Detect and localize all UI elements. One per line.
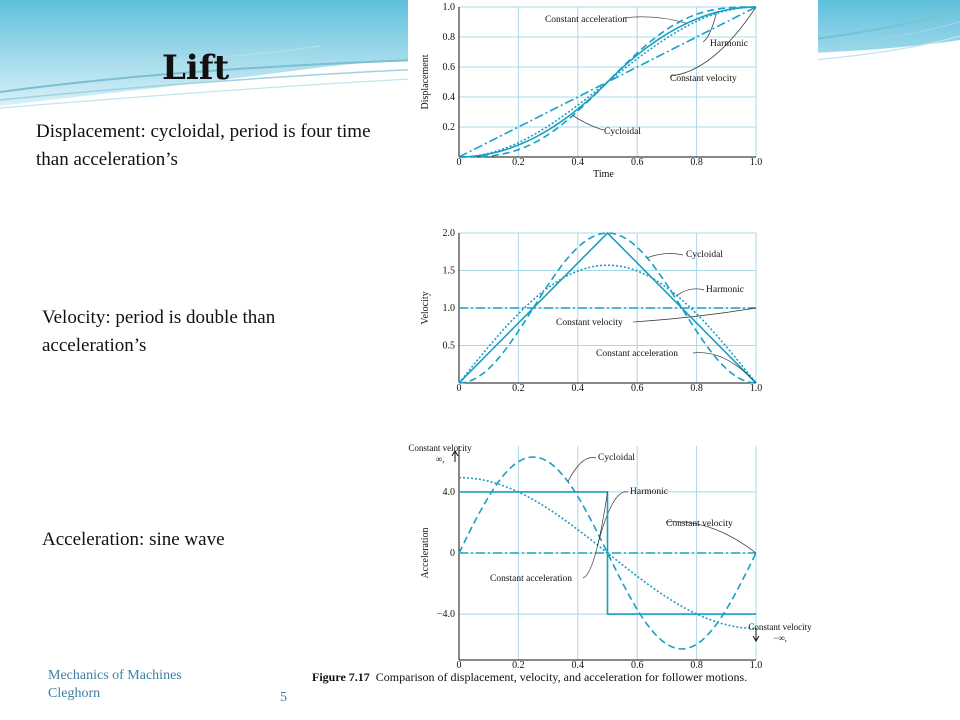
y-tick-label: 2.0 bbox=[443, 228, 456, 239]
x-tick-label: 0.8 bbox=[690, 383, 703, 394]
x-tick-label: 1.0 bbox=[750, 660, 763, 670]
y-tick-label: 0.8 bbox=[443, 32, 456, 43]
note-velocity: Velocity: period is double than accelera… bbox=[42, 307, 276, 356]
caption-label: Figure 7.17 bbox=[312, 670, 370, 684]
footer-author: Cleghorn bbox=[48, 686, 101, 701]
label-pointer bbox=[597, 491, 629, 546]
series-label: Cycloidal bbox=[686, 250, 723, 260]
arrow-down bbox=[752, 628, 760, 642]
caption-text: Comparison of displacement, velocity, an… bbox=[375, 670, 748, 684]
y-tick-label: 0.4 bbox=[443, 92, 456, 103]
arrow-up bbox=[451, 450, 459, 462]
label-pointer bbox=[582, 491, 608, 579]
x-tick-label: 0.8 bbox=[690, 157, 703, 168]
figure-background bbox=[408, 0, 818, 665]
x-tick-label: 0 bbox=[457, 157, 462, 168]
x-tick-label: 0.4 bbox=[572, 660, 585, 670]
x-tick-label: 0.2 bbox=[512, 157, 525, 168]
y-tick-label: 1.0 bbox=[443, 303, 456, 314]
footer-page-number: 5 bbox=[280, 690, 287, 705]
series-label: Constant velocity bbox=[670, 74, 737, 84]
series-label: Harmonic bbox=[630, 487, 668, 497]
chart-panel-3 bbox=[451, 446, 760, 661]
y-axis-label: Velocity bbox=[420, 291, 431, 324]
x-axis-label: Time bbox=[593, 169, 614, 180]
label-pointer bbox=[665, 521, 757, 554]
y-tick-label: 0.5 bbox=[443, 341, 456, 352]
annotation-inf-bottom: Constant velocity bbox=[748, 622, 812, 632]
annotation-inf-top: Constant velocity bbox=[408, 443, 472, 453]
label-pointer bbox=[572, 115, 605, 131]
series-label: Constant acceleration bbox=[545, 15, 627, 25]
x-tick-label: 0.8 bbox=[690, 660, 703, 670]
x-tick-label: 0.4 bbox=[572, 383, 585, 394]
x-tick-label: 0.2 bbox=[512, 383, 525, 394]
series-label: Cycloidal bbox=[598, 453, 635, 463]
label-pointer bbox=[567, 457, 597, 482]
x-tick-label: 0.4 bbox=[572, 157, 585, 168]
label-pointer bbox=[702, 13, 717, 43]
annotation-inf-bottom: −∞, bbox=[773, 633, 787, 643]
y-tick-label: −4.0 bbox=[437, 609, 455, 620]
series-line-constant-acceleration bbox=[458, 231, 757, 384]
series-label: Constant velocity bbox=[666, 519, 733, 529]
chart-panel-2 bbox=[458, 231, 757, 384]
series-line-constant-acceleration bbox=[459, 491, 756, 615]
x-tick-label: 0.6 bbox=[631, 660, 644, 670]
x-tick-label: 1.0 bbox=[750, 157, 763, 168]
y-tick-label: 0.2 bbox=[443, 122, 456, 133]
slide-title: Lift bbox=[162, 48, 230, 88]
figure-caption: Figure 7.17 Comparison of displacement, … bbox=[312, 670, 747, 685]
x-tick-label: 0.6 bbox=[631, 383, 644, 394]
series-label: Constant acceleration bbox=[490, 574, 572, 584]
series-label: Constant acceleration bbox=[596, 349, 678, 359]
x-tick-label: 0.6 bbox=[631, 157, 644, 168]
series-line-cycloidal bbox=[459, 6, 756, 158]
annotation-inf-top: ∞, bbox=[436, 454, 445, 464]
series-line-constant-velocity bbox=[458, 6, 757, 158]
chart-panel-1 bbox=[458, 6, 757, 158]
series-label: Cycloidal bbox=[604, 127, 641, 137]
y-tick-label: 1.0 bbox=[443, 2, 456, 13]
label-pointer bbox=[676, 288, 705, 296]
x-tick-label: 1.0 bbox=[750, 383, 763, 394]
y-axis-label: Displacement bbox=[420, 54, 431, 109]
series-label: Constant velocity bbox=[556, 318, 623, 328]
note-acceleration: Acceleration: sine wave bbox=[42, 529, 225, 550]
y-tick-label: 1.5 bbox=[443, 266, 456, 277]
y-tick-label: 0.6 bbox=[443, 62, 456, 73]
figure-7-17: 0 0.2 0.4 0.6 0.8 1.0 0.2 0.4 0.6 0.8 1.0 Displacem… bbox=[408, 2, 812, 670]
x-tick-label: 0.2 bbox=[512, 660, 525, 670]
y-axis-label: Acceleration bbox=[420, 527, 431, 578]
x-tick-label: 0 bbox=[457, 383, 462, 394]
y-tick-label: 0 bbox=[450, 548, 455, 559]
label-pointer bbox=[646, 253, 684, 259]
label-pointer bbox=[692, 352, 757, 384]
label-pointer bbox=[632, 307, 757, 323]
label-pointer bbox=[669, 6, 757, 77]
series-label: Harmonic bbox=[706, 285, 744, 295]
x-tick-label: 0 bbox=[457, 660, 462, 670]
y-tick-label: 4.0 bbox=[443, 487, 456, 498]
series-line-harmonic bbox=[458, 264, 757, 384]
footer-course: Mechanics of Machines bbox=[48, 668, 182, 683]
note-displacement: Displacement: cycloidal, period is four … bbox=[36, 121, 371, 170]
series-label: Harmonic bbox=[710, 39, 748, 49]
